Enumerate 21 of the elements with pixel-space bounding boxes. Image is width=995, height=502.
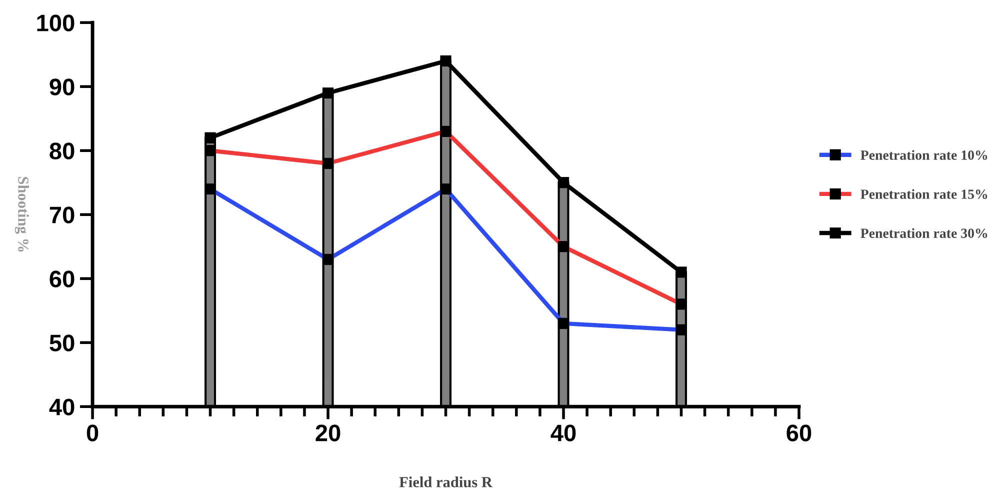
x-axis-title: Field radius R — [399, 476, 493, 488]
x-tick-label: 40 — [550, 424, 576, 442]
point — [558, 177, 570, 188]
x-tick-label: 60 — [786, 424, 812, 442]
y-tick-label: 100 — [37, 14, 74, 32]
y-tick-label: 80 — [50, 142, 74, 160]
y-axis-title: Shooting % — [14, 177, 29, 252]
point — [440, 55, 452, 67]
legend-label: Penetration rate 15% — [860, 189, 988, 199]
legend-label: Penetration rate 30% — [860, 228, 988, 238]
y-tick-label: 70 — [50, 206, 74, 224]
y-tick-label: 40 — [49, 398, 74, 416]
point — [204, 132, 216, 144]
point — [322, 87, 334, 99]
legend-label: Penetration rate 10% — [860, 150, 988, 160]
x-tick-label: 0 — [86, 424, 98, 442]
y-tick-label: 50 — [50, 334, 74, 352]
y-tick-label: 60 — [50, 270, 74, 288]
point — [676, 266, 687, 278]
x-tick-label: 20 — [316, 424, 340, 442]
y-tick-label: 90 — [50, 78, 74, 96]
